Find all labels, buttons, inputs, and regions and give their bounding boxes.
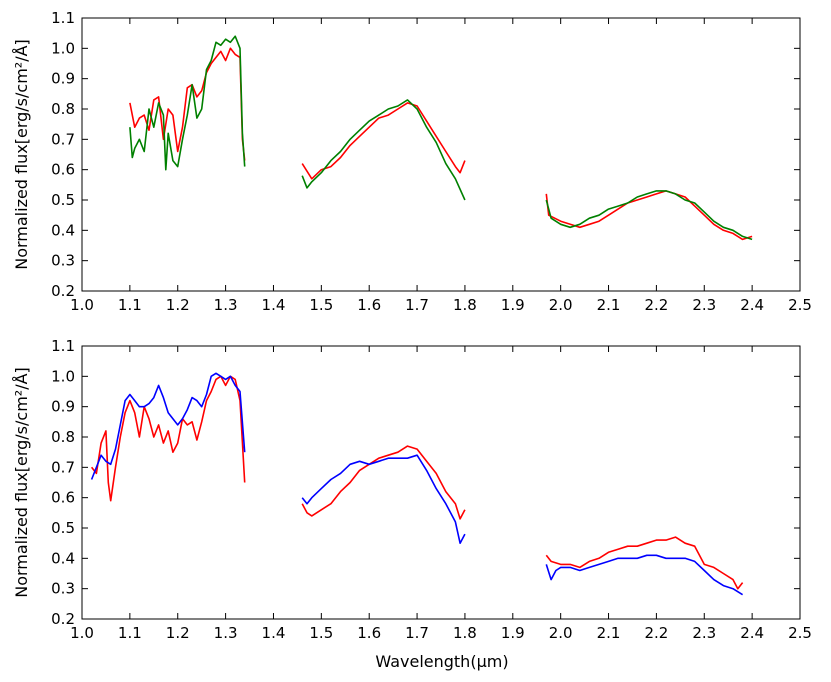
- y-tick-label: 0.2: [51, 610, 75, 628]
- y-tick-label: 1.0: [51, 39, 75, 57]
- y-axis-title: Normalized flux[erg/s/cm²/Å]: [12, 39, 31, 270]
- y-tick-label: 0.3: [51, 580, 75, 598]
- y-tick-label: 0.2: [51, 282, 75, 300]
- y-axis-title: Normalized flux[erg/s/cm²/Å]: [12, 367, 31, 598]
- x-tick-label: 1.4: [262, 624, 286, 642]
- axes-frame: [81, 345, 801, 620]
- x-tick-label: 1.9: [501, 624, 525, 642]
- x-tick-label: 1.1: [118, 624, 142, 642]
- y-tick-label: 0.6: [51, 161, 75, 179]
- series-red-line-segment-2: [545, 536, 744, 590]
- x-tick-label: 1.9: [501, 296, 525, 314]
- x-tick-label: 2.4: [740, 296, 764, 314]
- x-tick-label: 1.7: [405, 296, 429, 314]
- x-tick-label: 1.8: [453, 296, 477, 314]
- y-tick-label: 0.7: [51, 458, 75, 476]
- x-tick-label: 1.3: [214, 624, 238, 642]
- series-red-line-segment-0: [129, 47, 246, 161]
- x-tick-label: 2.3: [692, 624, 716, 642]
- x-tick-label: 1.1: [118, 296, 142, 314]
- x-tick-label: 1.2: [166, 624, 190, 642]
- x-tick-label: 1.0: [70, 296, 94, 314]
- series-blue-line-segment-0: [90, 372, 246, 480]
- x-tick-label: 1.8: [453, 624, 477, 642]
- x-tick-label: 1.5: [309, 624, 333, 642]
- x-tick-label: 2.1: [597, 296, 621, 314]
- y-tick-label: 0.8: [51, 100, 75, 118]
- series-blue-line-segment-1: [301, 454, 466, 544]
- y-tick-label: 0.3: [51, 252, 75, 270]
- x-tick-label: 1.5: [309, 296, 333, 314]
- y-tick-label: 1.1: [51, 9, 75, 27]
- x-tick-label: 2.5: [788, 624, 812, 642]
- bottom-spectrum-panel: 1.0 1.1 1.2 1.3 1.4 1.5 1.6 1.7 1.8 1.9 2.0 2.1 2.2 2…: [12, 337, 812, 642]
- series-blue-line-segment-2: [545, 554, 744, 596]
- y-tick-label: 0.5: [51, 519, 75, 537]
- x-tick-label: 1.3: [214, 296, 238, 314]
- y-tick-label: 0.8: [51, 428, 75, 446]
- y-tick-label: 0.9: [51, 70, 75, 88]
- x-tick-label: 2.3: [692, 296, 716, 314]
- x-tick-label: 2.0: [549, 624, 573, 642]
- series-green-line-segment-2: [545, 190, 753, 241]
- series-green-line-segment-0: [129, 35, 246, 171]
- series-red-line-segment-1: [301, 445, 466, 520]
- series-group: [129, 35, 753, 241]
- x-tick-label: 2.4: [740, 624, 764, 642]
- axes-frame: [81, 17, 801, 292]
- y-tick-label: 0.5: [51, 191, 75, 209]
- x-tick-label: 1.7: [405, 624, 429, 642]
- x-tick-label: 2.0: [549, 296, 573, 314]
- x-tick-label: 2.2: [644, 624, 668, 642]
- series-red-line-segment-0: [90, 375, 246, 502]
- x-tick-label: 2.5: [788, 296, 812, 314]
- y-tick-label: 0.7: [51, 130, 75, 148]
- top-spectrum-panel: 1.0 1.1 1.2 1.3 1.4 1.5 1.6 1.7 1.8 1.9 2.0 2.1 2.2 2…: [12, 9, 812, 314]
- x-tick-label: 2.1: [597, 624, 621, 642]
- series-red-line-segment-1: [301, 102, 466, 180]
- y-tick-label: 1.1: [51, 337, 75, 355]
- y-tick-label: 1.0: [51, 367, 75, 385]
- x-tick-label: 1.6: [357, 296, 381, 314]
- x-tick-label: 2.2: [644, 296, 668, 314]
- series-green-line-segment-1: [301, 99, 466, 201]
- x-axis-title: Wavelength(μm): [375, 652, 508, 671]
- y-tick-label: 0.6: [51, 489, 75, 507]
- y-tick-label: 0.9: [51, 398, 75, 416]
- x-tick-label: 1.4: [262, 296, 286, 314]
- series-red-line-segment-2: [545, 190, 753, 241]
- y-tick-label: 0.4: [51, 221, 75, 239]
- x-tick-label: 1.6: [357, 624, 381, 642]
- y-tick-label: 0.4: [51, 549, 75, 567]
- x-tick-label: 1.2: [166, 296, 190, 314]
- x-tick-label: 1.0: [70, 624, 94, 642]
- series-group: [90, 372, 744, 596]
